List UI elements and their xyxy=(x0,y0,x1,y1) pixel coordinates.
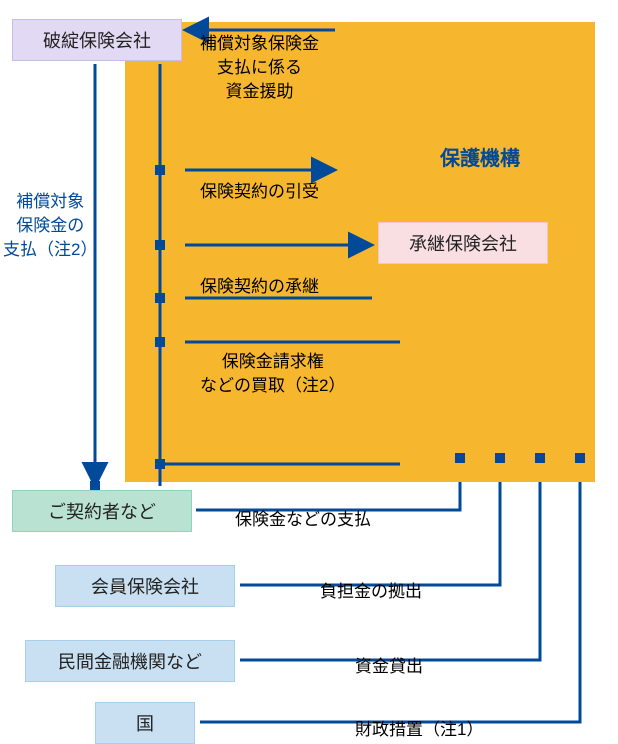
label-succeed: 保険契約の承継 xyxy=(200,275,319,299)
entity-private: 民間金融機関など xyxy=(25,640,235,682)
label-underwrite: 保険契約の引受 xyxy=(200,180,319,204)
label-pay: 保険金などの支払 xyxy=(235,508,371,532)
label-purchase: 保険金請求権などの買取（注2） xyxy=(200,350,345,398)
entity-successor: 承継保険会社 xyxy=(378,222,548,264)
entity-contractor: ご契約者など xyxy=(12,490,192,532)
label-contrib: 負担金の拠出 xyxy=(320,580,422,604)
entity-nation: 国 xyxy=(95,702,195,744)
label-aid: 補償対象保険金支払に係る資金援助 xyxy=(200,32,319,103)
org-label: 保護機構 xyxy=(440,145,520,173)
label-fiscal: 財政措置（注1） xyxy=(355,718,483,742)
entity-member: 会員保険会社 xyxy=(55,565,235,607)
entity-failed: 破綻保険会社 xyxy=(12,19,182,61)
label-pay_note: 補償対象保険金の支払（注2） xyxy=(3,190,97,261)
label-loan: 資金貸出 xyxy=(355,655,423,679)
